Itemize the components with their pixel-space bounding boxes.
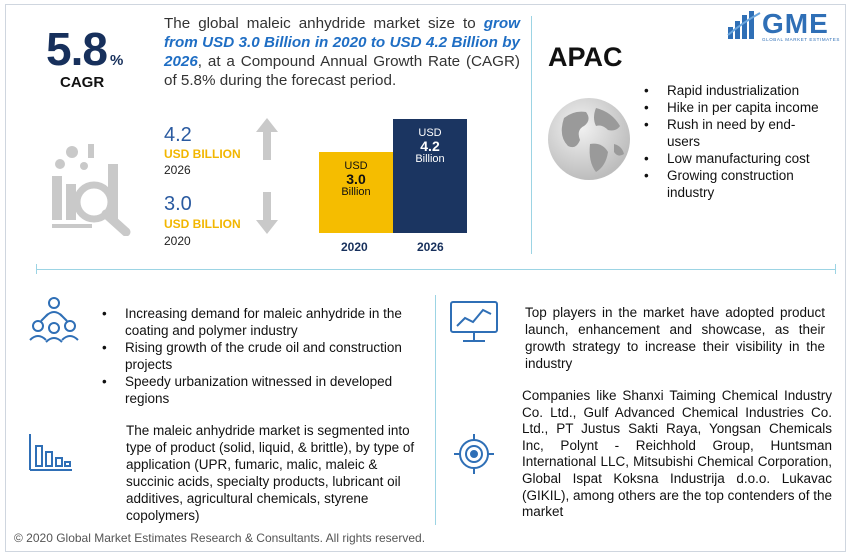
bar-2026-value: 4.2 xyxy=(420,138,440,154)
arrow-up-icon xyxy=(256,118,278,160)
logo-subtitle: GLOBAL MARKET ESTIMATES xyxy=(762,37,840,42)
intro-highlight: grow from USD 3.0 Billion in 2020 to USD… xyxy=(164,15,520,70)
divider-cap-right xyxy=(835,264,836,274)
divider-vertical-bottom xyxy=(435,295,436,525)
infographic-frame xyxy=(5,4,846,552)
target-gear-icon xyxy=(454,434,494,474)
divider-vertical-top xyxy=(531,16,532,254)
value-2020-year: 2020 xyxy=(164,234,191,248)
bar-2020-value: 3.0 xyxy=(346,171,366,187)
monitor-chart-icon xyxy=(450,301,498,342)
divider-cap-left xyxy=(36,264,37,274)
region-list: Rapid industrialization Hike in per capi… xyxy=(642,82,822,201)
bar-2020: USD 3.0 Billion xyxy=(319,152,393,233)
value-2026-year: 2026 xyxy=(164,163,191,177)
bar-2026-bottom: Billion xyxy=(415,153,445,165)
globe-icon xyxy=(548,98,630,180)
value-2026: 4.2 xyxy=(164,124,192,146)
bar-2026-top: USD xyxy=(418,127,442,139)
region-item: Growing construction industry xyxy=(642,167,822,201)
intro-part1: The global maleic anhydride market size … xyxy=(164,15,484,32)
bar-2020-year: 2020 xyxy=(341,240,368,254)
driver-item: Speedy urbanization witnessed in develop… xyxy=(100,373,406,407)
drivers-list: Increasing demand for maleic anhydride i… xyxy=(100,305,406,407)
arrow-down-icon xyxy=(256,192,278,234)
driver-item: Increasing demand for maleic anhydride i… xyxy=(100,305,406,339)
cagr-unit: % xyxy=(110,52,124,69)
bar-chart-icon xyxy=(29,434,72,471)
bar-2026-year: 2026 xyxy=(417,240,444,254)
value-2020-unit: USD BILLION xyxy=(164,217,241,231)
segmentation-text: The maleic anhydride market is segmented… xyxy=(126,423,415,523)
companies-text: Companies like Shanxi Taiming Chemical I… xyxy=(522,388,832,520)
intro-text: The global maleic anhydride market size … xyxy=(164,14,520,90)
region-item: Rush in need by end-users xyxy=(642,116,822,150)
players-text: Top players in the market have adopted p… xyxy=(525,305,825,371)
bar-2020-top: USD xyxy=(344,160,368,172)
divider-horizontal xyxy=(36,269,836,270)
people-network-icon xyxy=(29,297,79,343)
gme-logo-icon xyxy=(727,11,761,39)
region-item: Low manufacturing cost xyxy=(642,150,822,167)
intro-part2: , at a Compound Annual Growth Rate (CAGR… xyxy=(164,53,520,89)
analytics-magnifier-icon xyxy=(52,144,131,236)
cagr-label: CAGR xyxy=(60,74,105,91)
region-item: Rapid industrialization xyxy=(642,82,822,99)
bar-2020-bottom: Billion xyxy=(341,186,371,198)
value-2026-unit: USD BILLION xyxy=(164,147,241,161)
value-2020: 3.0 xyxy=(164,193,192,215)
footer-copyright: © 2020 Global Market Estimates Research … xyxy=(14,531,426,545)
logo-text: GME xyxy=(762,8,829,39)
region-item: Hike in per capita income xyxy=(642,99,822,116)
driver-item: Rising growth of the crude oil and const… xyxy=(100,339,406,373)
bar-2026: USD 4.2 Billion xyxy=(393,119,467,233)
region-title: APAC xyxy=(548,42,623,72)
cagr-value: 5.8 xyxy=(46,23,108,75)
